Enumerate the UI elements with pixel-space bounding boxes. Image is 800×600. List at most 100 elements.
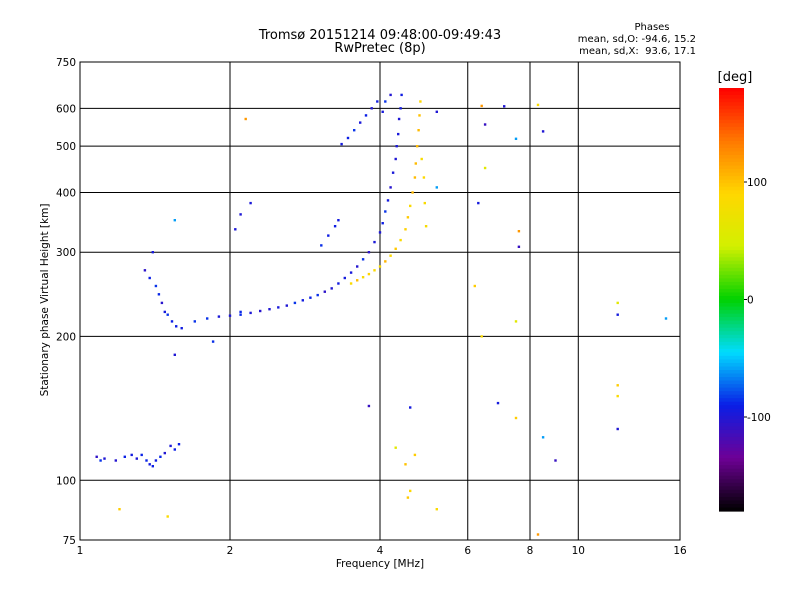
colorbar-segment [719,169,744,174]
colorbar-segment [719,98,744,103]
data-point [496,401,500,405]
colorbar-tick-label: -100 [747,412,771,424]
data-point [367,272,371,276]
data-point [616,394,619,398]
colorbar-segment [719,458,744,463]
colorbar-segment [719,475,744,480]
colorbar-segment [719,415,744,420]
colorbar-segment [719,274,744,279]
data-point [536,103,540,107]
colorbar-segment [719,126,744,131]
colorbar-segment [719,211,744,216]
data-point [394,247,397,250]
data-point [175,325,178,328]
data-point [616,301,619,305]
x-tick-label: 2 [227,545,234,557]
colorbar-segment [719,295,744,301]
colorbar-segment [719,461,744,466]
data-point [397,117,401,121]
data-point [406,496,410,499]
data-point [361,258,365,261]
data-point [364,114,368,117]
data-point [414,162,417,165]
colorbar-segment [719,391,744,396]
data-point [554,459,557,462]
colorbar-segment [719,151,744,156]
colorbar-segment [719,243,744,248]
data-point [160,301,164,305]
data-point [103,457,106,460]
colorbar-segment [719,362,744,368]
data-point [435,110,438,113]
data-point [145,459,148,462]
data-point [384,210,387,213]
colorbar-segment [719,137,744,142]
colorbar-segment [719,112,744,117]
colorbar-segment [719,158,744,163]
data-point [381,222,384,225]
colorbar-segment [719,281,744,287]
data-point [404,463,407,466]
colorbar-segment [719,239,744,244]
colorbar-segment [719,433,744,438]
data-point [301,299,304,302]
data-point [664,317,668,320]
data-point [483,123,487,126]
data-point [239,310,242,314]
data-point [259,309,262,313]
colorbar-segment [719,493,744,498]
data-point [378,231,382,234]
colorbar-segment [719,271,744,276]
data-point [376,100,379,103]
data-point [422,176,426,179]
x-tick-label: 6 [464,545,471,557]
data-point [541,130,545,133]
colorbar-segment [719,320,744,325]
data-point [140,453,143,457]
y-tick-label: 75 [63,535,76,547]
colorbar-segment [719,123,744,128]
data-point [514,320,518,323]
colorbar-segment [719,317,744,322]
data-point [337,282,340,285]
data-point [154,459,158,462]
y-axis-label: Stationary phase Virtual Height [km] [39,204,51,397]
colorbar-segment [719,345,744,350]
colorbar-segment [719,165,744,170]
colorbar-segment [719,288,744,294]
data-point [373,269,376,272]
data-point [244,117,247,121]
colorbar-segment [719,218,744,223]
colorbar-segment [719,193,744,198]
data-point [173,219,176,222]
colorbar-segment [719,324,744,329]
colorbar-segment [719,482,744,487]
colorbar-segment [719,207,744,212]
data-point [166,313,169,316]
data-point [123,455,126,458]
chart-title: Tromsø 20151214 09:48:00-09:49:43 [258,28,501,43]
data-point [135,457,138,460]
colorbar-segment [719,384,744,389]
colorbar-segment [719,334,744,339]
colorbar-segment [719,472,744,477]
colorbar-segment [719,176,744,181]
phase-stats-o: mean, sd,O: -94.6, 15.2 [578,34,696,45]
data-point [435,508,438,511]
data-point [349,282,353,285]
colorbar-segment [719,422,744,428]
data-point [514,416,518,420]
colorbar-segment [719,147,744,153]
colorbar-segment [719,341,744,346]
y-axis-ticks: 75 100 200 300 400 500 600 750 [56,57,76,547]
data-point [169,444,172,448]
data-point [285,304,288,307]
data-point [173,448,176,451]
colorbar-segment [719,250,744,255]
data-point [420,157,423,161]
x-tick-label: 16 [673,545,687,557]
data-point [239,313,242,316]
colorbar-segment [719,88,744,93]
colorbar-segment [719,380,744,385]
colorbar-segment [719,507,744,512]
